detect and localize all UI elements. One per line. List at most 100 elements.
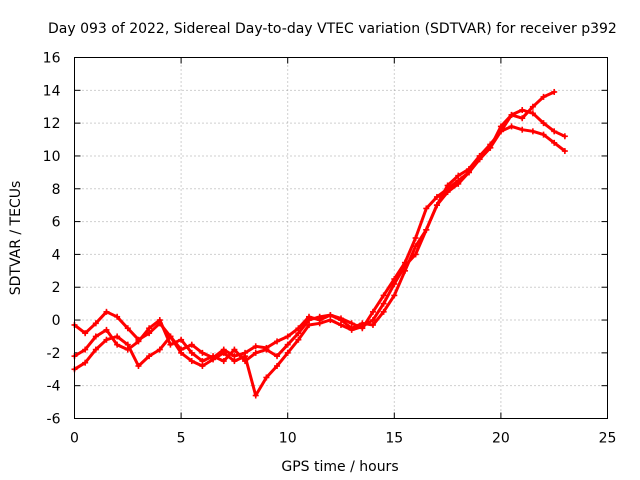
data-point-marker	[114, 341, 121, 348]
data-point-marker	[274, 353, 281, 360]
x-tick-label: 15	[385, 431, 403, 447]
data-point-marker	[167, 341, 174, 348]
data-point-marker	[551, 139, 558, 146]
data-point-marker	[529, 128, 536, 135]
data-point-marker	[220, 349, 227, 356]
data-point-marker	[359, 323, 366, 330]
data-point-marker	[263, 346, 270, 353]
data-point-marker	[199, 362, 206, 369]
data-point-marker	[167, 333, 174, 340]
data-point-marker	[156, 317, 163, 324]
data-point-marker	[519, 126, 526, 133]
data-point-marker	[252, 343, 259, 350]
y-tick-label: -2	[47, 346, 61, 362]
data-point-marker	[178, 336, 185, 343]
data-point-marker	[135, 362, 142, 369]
data-point-marker	[92, 346, 99, 353]
series-layer	[71, 88, 568, 399]
x-tick-label: 25	[599, 431, 617, 447]
data-point-marker	[242, 353, 249, 360]
data-point-marker	[412, 251, 419, 258]
data-point-marker	[252, 392, 259, 399]
y-tick-label: -4	[47, 379, 61, 395]
y-axis-label: SDTVAR / TECUs	[8, 181, 24, 296]
data-point-marker	[519, 107, 526, 114]
data-point-marker	[178, 349, 185, 356]
x-tick-label: 0	[70, 431, 79, 447]
data-point-marker	[391, 292, 398, 299]
data-point-marker	[103, 308, 110, 315]
data-point-marker	[561, 133, 568, 140]
data-point-marker	[124, 341, 131, 348]
data-point-marker	[220, 358, 227, 365]
data-point-marker	[188, 358, 195, 365]
data-point-marker	[316, 313, 323, 320]
y-tick-label: 8	[52, 182, 61, 198]
data-point-marker	[561, 148, 568, 155]
data-point-marker	[551, 88, 558, 95]
data-point-marker	[508, 123, 515, 130]
data-point-marker	[284, 333, 291, 340]
data-point-marker	[252, 349, 259, 356]
data-point-marker	[231, 346, 238, 353]
data-point-marker	[380, 300, 387, 307]
data-point-marker	[295, 336, 302, 343]
data-point-marker	[540, 131, 547, 138]
y-tick-label: 4	[52, 247, 61, 263]
data-point-marker	[455, 180, 462, 187]
data-point-marker	[444, 182, 451, 189]
data-point-marker	[423, 226, 430, 233]
data-point-marker	[124, 325, 131, 332]
data-point-marker	[82, 346, 89, 353]
data-point-marker	[146, 325, 153, 332]
x-tick-label: 5	[177, 431, 186, 447]
data-point-marker	[423, 205, 430, 212]
y-tick-label: -6	[47, 412, 61, 428]
y-tick-label: 12	[43, 116, 61, 132]
x-tick-label: 10	[279, 431, 297, 447]
data-point-marker	[263, 374, 270, 381]
data-point-marker	[188, 341, 195, 348]
data-point-marker	[433, 202, 440, 209]
data-point-marker	[199, 349, 206, 356]
data-point-marker	[540, 120, 547, 127]
data-point-marker	[210, 356, 217, 363]
series-track-1	[71, 88, 558, 361]
data-point-marker	[284, 341, 291, 348]
data-point-marker	[135, 338, 142, 345]
data-point-marker	[529, 110, 536, 117]
data-point-marker	[369, 317, 376, 324]
data-point-marker	[327, 317, 334, 324]
data-point-marker	[433, 193, 440, 200]
x-axis-label: GPS time / hours	[281, 459, 398, 475]
data-point-marker	[391, 280, 398, 287]
y-tick-label: 16	[43, 51, 61, 67]
y-tick-label: 6	[52, 215, 61, 231]
y-tick-label: 2	[52, 280, 61, 296]
data-point-marker	[401, 262, 408, 269]
data-point-marker	[114, 313, 121, 320]
grid	[74, 57, 608, 419]
data-point-marker	[338, 321, 344, 328]
data-point-marker	[82, 359, 89, 366]
data-point-marker	[348, 326, 355, 333]
x-tick-label: 20	[492, 431, 510, 447]
data-point-marker	[487, 141, 494, 148]
data-point-marker	[274, 338, 281, 345]
data-point-marker	[508, 111, 515, 118]
data-point-marker	[103, 326, 110, 333]
data-point-marker	[380, 308, 387, 315]
chart-title: Day 093 of 2022, Sidereal Day-to-day VTE…	[48, 21, 617, 37]
data-point-marker	[114, 333, 121, 340]
data-point-marker	[295, 330, 302, 337]
y-tick-label: 10	[43, 149, 61, 165]
series-track-3	[71, 123, 568, 399]
data-point-marker	[455, 172, 462, 179]
data-point-marker	[551, 128, 558, 135]
data-point-marker	[369, 308, 376, 315]
data-point-marker	[380, 292, 387, 299]
data-point-marker	[82, 330, 89, 337]
data-point-marker	[497, 128, 504, 135]
data-point-marker	[412, 235, 419, 241]
